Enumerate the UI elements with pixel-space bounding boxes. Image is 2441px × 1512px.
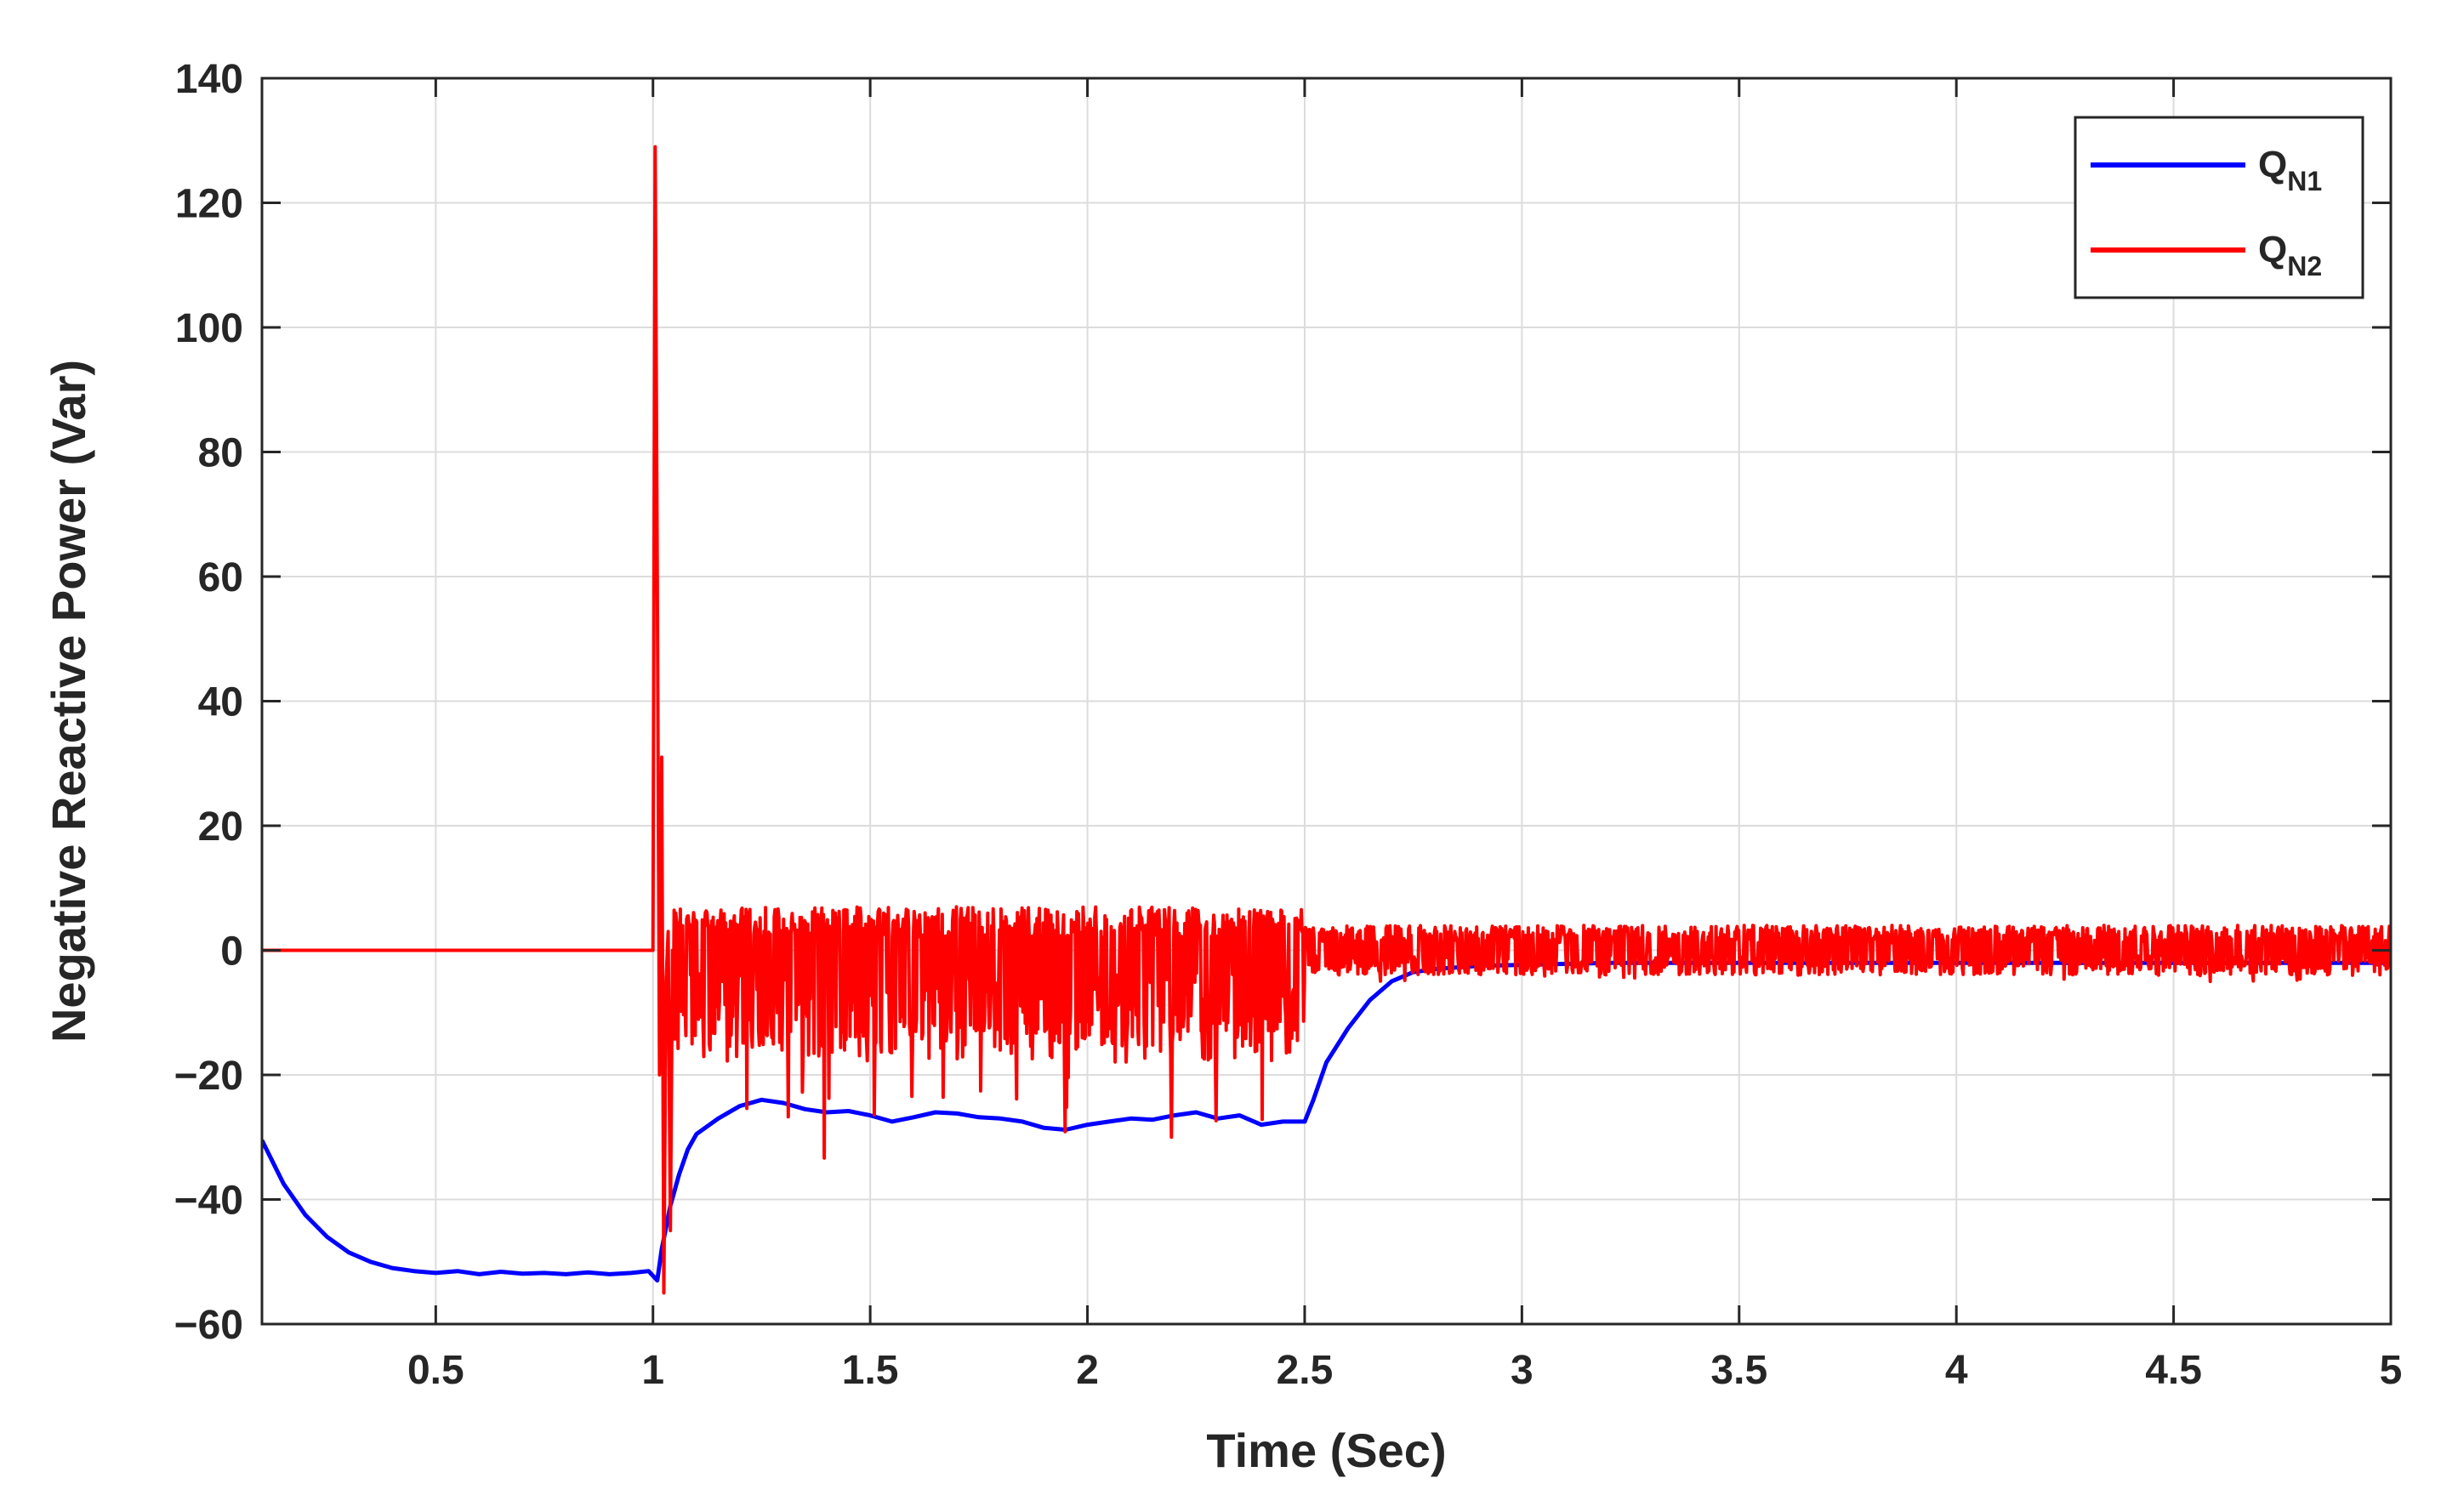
y-tick-label: 20 (198, 804, 243, 850)
series-line-qn1 (262, 960, 2391, 1283)
plot-area (262, 145, 2391, 1295)
series-line-qn2 (262, 145, 2391, 1295)
y-tick-label: −60 (174, 1303, 243, 1348)
y-tick-label: 140 (175, 57, 243, 102)
y-tick-label: 80 (198, 431, 243, 476)
x-tick-label: 3 (1511, 1348, 1533, 1393)
x-tick-label: 5 (2380, 1348, 2403, 1393)
x-tick-label: 1.5 (842, 1348, 899, 1393)
y-tick-label: 60 (198, 555, 243, 600)
legend-box (2074, 116, 2364, 299)
x-tick-label: 0.5 (407, 1348, 464, 1393)
x-axis-label: Time (Sec) (1206, 1424, 1446, 1477)
x-tick-label: 3.5 (1710, 1348, 1767, 1393)
y-tick-label: −20 (174, 1054, 243, 1099)
x-tick-label: 4.5 (2145, 1348, 2202, 1393)
axes-ticks: 0.5 1 1.5 2 2.5 3 3.5 4 4.5 5 −60 −40 −20 0 20 40 60 80 10… (174, 57, 2403, 1393)
legend-label-subscript: N2 (2287, 251, 2322, 281)
y-tick-label: 120 (175, 182, 243, 227)
y-tick-label: 0 (220, 929, 243, 975)
grid (262, 77, 2392, 1325)
x-tick-label: 4 (1945, 1348, 1968, 1393)
y-axis-label: Negative Reactive Power (Var) (42, 360, 95, 1043)
x-tick-label: 2.5 (1277, 1348, 1334, 1393)
legend-label-subscript: N1 (2287, 166, 2322, 196)
x-tick-label: 2 (1076, 1348, 1099, 1393)
y-tick-label: 100 (175, 306, 243, 351)
y-tick-label: −40 (174, 1179, 243, 1224)
x-tick-label: 1 (641, 1348, 664, 1393)
y-tick-label: 40 (198, 680, 243, 725)
